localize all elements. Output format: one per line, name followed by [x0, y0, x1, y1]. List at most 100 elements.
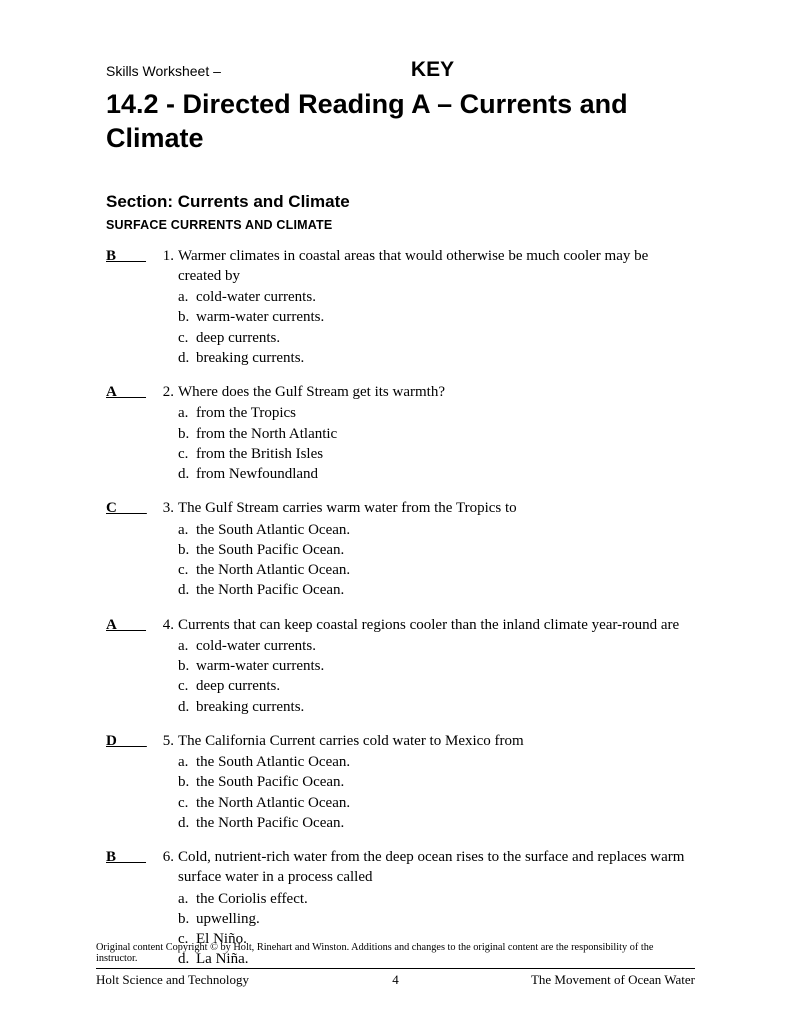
- option-list: a.the South Atlantic Ocean.b.the South P…: [178, 752, 695, 833]
- page-title: 14.2 - Directed Reading A – Currents and…: [106, 88, 695, 156]
- question-number: 4.: [154, 615, 174, 635]
- option-text: from the North Atlantic: [196, 424, 337, 444]
- subsection-title: SURFACE CURRENTS AND CLIMATE: [106, 218, 695, 232]
- option-text: the Coriolis effect.: [196, 889, 308, 909]
- option: c.deep currents.: [178, 676, 695, 696]
- option-text: upwelling.: [196, 909, 260, 929]
- question-number: 3.: [154, 498, 174, 518]
- question-body: Warmer climates in coastal areas that wo…: [178, 246, 695, 369]
- option: d.from Newfoundland: [178, 464, 695, 484]
- option: d.breaking currents.: [178, 697, 695, 717]
- option-text: breaking currents.: [196, 348, 304, 368]
- page-footer: Original content Copyright © by Holt, Ri…: [96, 942, 695, 988]
- option: a.cold-water currents.: [178, 636, 695, 656]
- option: a.cold-water currents.: [178, 287, 695, 307]
- option-letter: c.: [178, 444, 196, 464]
- option: b.warm-water currents.: [178, 307, 695, 327]
- option-text: the South Pacific Ocean.: [196, 540, 344, 560]
- option: a.the South Atlantic Ocean.: [178, 752, 695, 772]
- question-stem: Warmer climates in coastal areas that wo…: [178, 246, 695, 287]
- footer-row: Holt Science and Technology 4 The Moveme…: [96, 972, 695, 988]
- option-letter: a.: [178, 752, 196, 772]
- option-list: a.cold-water currents.b.warm-water curre…: [178, 287, 695, 368]
- answer-blank: B: [106, 246, 154, 266]
- answer-blank: D: [106, 731, 154, 751]
- option-letter: b.: [178, 540, 196, 560]
- question-stem: The California Current carries cold wate…: [178, 731, 695, 751]
- option-list: a.the South Atlantic Ocean.b.the South P…: [178, 520, 695, 601]
- question: B 1.Warmer climates in coastal areas tha…: [106, 246, 695, 369]
- option-letter: b.: [178, 424, 196, 444]
- question-stem: The Gulf Stream carries warm water from …: [178, 498, 695, 518]
- answer-blank: B: [106, 847, 154, 867]
- question: A 2.Where does the Gulf Stream get its w…: [106, 382, 695, 484]
- option-text: cold-water currents.: [196, 287, 316, 307]
- question-number: 5.: [154, 731, 174, 751]
- option: b.from the North Atlantic: [178, 424, 695, 444]
- option: b.warm-water currents.: [178, 656, 695, 676]
- option-letter: a.: [178, 287, 196, 307]
- option: b.the South Pacific Ocean.: [178, 540, 695, 560]
- skills-label: Skills Worksheet –: [106, 63, 221, 79]
- option-text: from Newfoundland: [196, 464, 318, 484]
- option-letter: d.: [178, 580, 196, 600]
- option: c.the North Atlantic Ocean.: [178, 793, 695, 813]
- option: d.breaking currents.: [178, 348, 695, 368]
- question: C 3.The Gulf Stream carries warm water f…: [106, 498, 695, 600]
- copyright-text: Original content Copyright © by Holt, Ri…: [96, 942, 695, 964]
- option-list: a.from the Tropicsb.from the North Atlan…: [178, 403, 695, 484]
- option-letter: c.: [178, 793, 196, 813]
- option-letter: d.: [178, 697, 196, 717]
- option-letter: b.: [178, 772, 196, 792]
- question-body: The California Current carries cold wate…: [178, 731, 695, 833]
- option-text: the North Pacific Ocean.: [196, 813, 344, 833]
- question-list: B 1.Warmer climates in coastal areas tha…: [106, 246, 695, 970]
- question-number: 6.: [154, 847, 174, 867]
- question-body: The Gulf Stream carries warm water from …: [178, 498, 695, 600]
- question-stem: Where does the Gulf Stream get its warmt…: [178, 382, 695, 402]
- option-letter: b.: [178, 656, 196, 676]
- option-letter: a.: [178, 636, 196, 656]
- option-letter: d.: [178, 464, 196, 484]
- question-number: 2.: [154, 382, 174, 402]
- worksheet-page: Skills Worksheet – KEY 14.2 - Directed R…: [0, 0, 791, 1024]
- option-text: the North Atlantic Ocean.: [196, 560, 350, 580]
- answer-blank: A: [106, 615, 154, 635]
- option: a.the Coriolis effect.: [178, 889, 695, 909]
- option-letter: a.: [178, 889, 196, 909]
- option-letter: d.: [178, 813, 196, 833]
- option-letter: a.: [178, 520, 196, 540]
- option-text: from the Tropics: [196, 403, 296, 423]
- option-letter: c.: [178, 560, 196, 580]
- option: d.the North Pacific Ocean.: [178, 813, 695, 833]
- section-title: Section: Currents and Climate: [106, 192, 695, 212]
- answer-blank: A: [106, 382, 154, 402]
- option-text: the South Atlantic Ocean.: [196, 520, 350, 540]
- option-letter: d.: [178, 348, 196, 368]
- footer-rule: [96, 968, 695, 969]
- answer-blank: C: [106, 498, 154, 518]
- question-stem: Currents that can keep coastal regions c…: [178, 615, 695, 635]
- question-body: Currents that can keep coastal regions c…: [178, 615, 695, 717]
- option: b.upwelling.: [178, 909, 695, 929]
- option-text: warm-water currents.: [196, 656, 324, 676]
- option-text: deep currents.: [196, 676, 280, 696]
- option-letter: c.: [178, 328, 196, 348]
- option: d.the North Pacific Ocean.: [178, 580, 695, 600]
- option-text: warm-water currents.: [196, 307, 324, 327]
- question: A 4.Currents that can keep coastal regio…: [106, 615, 695, 717]
- option-text: the South Pacific Ocean.: [196, 772, 344, 792]
- option-letter: a.: [178, 403, 196, 423]
- question-body: Where does the Gulf Stream get its warmt…: [178, 382, 695, 484]
- option-text: deep currents.: [196, 328, 280, 348]
- option: c.deep currents.: [178, 328, 695, 348]
- option: b.the South Pacific Ocean.: [178, 772, 695, 792]
- footer-page-number: 4: [96, 972, 695, 988]
- key-label: KEY: [411, 58, 454, 82]
- option-letter: c.: [178, 676, 196, 696]
- question-stem: Cold, nutrient-rich water from the deep …: [178, 847, 695, 888]
- option: a.from the Tropics: [178, 403, 695, 423]
- option-text: the North Atlantic Ocean.: [196, 793, 350, 813]
- header-row: Skills Worksheet – KEY: [106, 58, 695, 82]
- option-letter: b.: [178, 909, 196, 929]
